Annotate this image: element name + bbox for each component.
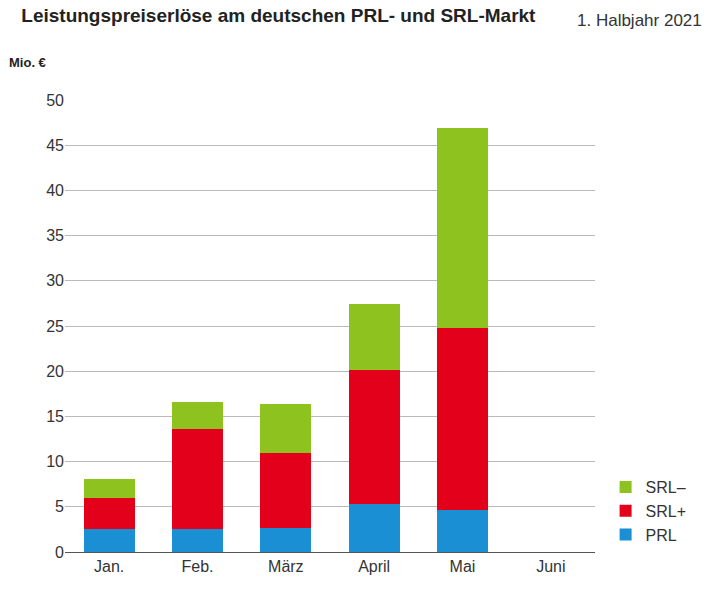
svg-text:0: 0 [55,544,64,561]
svg-text:Leistungspreiserlöse am deutsc: Leistungspreiserlöse am deutschen PRL- u… [21,5,536,26]
svg-text:SRL+: SRL+ [646,503,686,520]
svg-text:Juni: Juni [536,558,565,575]
svg-text:Feb.: Feb. [181,558,213,575]
svg-text:10: 10 [46,453,64,470]
svg-text:PRL: PRL [646,527,677,544]
svg-text:15: 15 [46,408,64,425]
svg-text:Mai: Mai [450,558,476,575]
svg-text:Jan.: Jan. [94,558,124,575]
svg-text:März: März [268,558,304,575]
svg-text:45: 45 [46,137,64,154]
svg-text:SRL–: SRL– [646,479,686,496]
svg-text:April: April [358,558,390,575]
svg-text:1. Halbjahr 2021: 1. Halbjahr 2021 [577,11,702,30]
svg-text:30: 30 [46,272,64,289]
svg-text:Mio. €: Mio. € [9,55,46,70]
svg-text:40: 40 [46,182,64,199]
svg-text:25: 25 [46,318,64,335]
svg-text:20: 20 [46,363,64,380]
svg-text:35: 35 [46,227,64,244]
svg-text:5: 5 [55,498,64,515]
svg-text:50: 50 [46,92,64,109]
